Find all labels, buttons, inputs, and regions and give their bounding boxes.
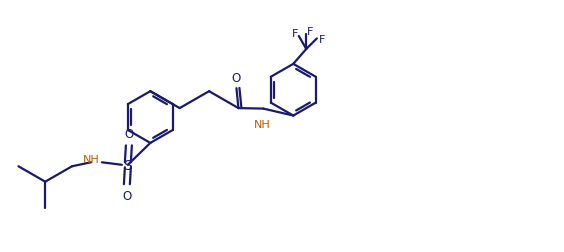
Text: O: O xyxy=(122,190,131,202)
Text: F: F xyxy=(307,26,314,36)
Text: O: O xyxy=(124,128,134,141)
Text: NH: NH xyxy=(83,155,100,165)
Text: O: O xyxy=(232,72,241,84)
Text: F: F xyxy=(292,28,298,38)
Text: F: F xyxy=(319,35,325,45)
Text: NH: NH xyxy=(253,119,270,129)
Text: S: S xyxy=(124,158,132,172)
